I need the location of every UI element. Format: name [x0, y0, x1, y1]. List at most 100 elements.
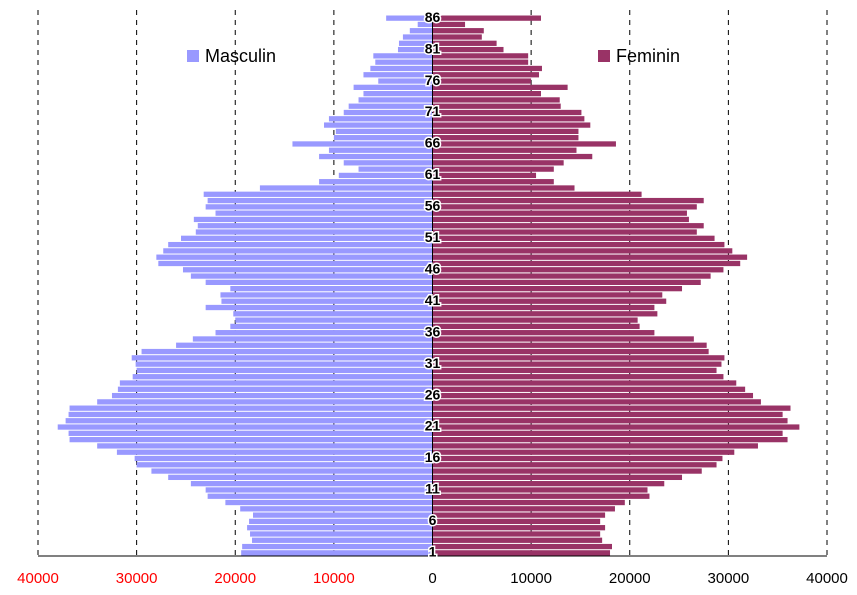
bar: [230, 323, 433, 330]
bar: [221, 298, 433, 304]
bar: [233, 311, 433, 317]
bar: [432, 15, 541, 21]
bar: [432, 185, 575, 191]
bar: [432, 348, 709, 355]
bar: [432, 399, 761, 405]
x-tick-label: 40000: [806, 570, 848, 587]
bar: [432, 273, 711, 279]
bar: [343, 160, 433, 166]
bar: [205, 279, 433, 285]
bar: [343, 109, 433, 116]
bar: [432, 355, 725, 361]
bar: [207, 493, 433, 499]
y-tick-label: 31: [425, 355, 441, 371]
bar: [241, 550, 433, 556]
bar: [151, 468, 433, 474]
bar: [432, 493, 650, 499]
legend-swatch: [187, 50, 199, 62]
bar: [432, 543, 612, 550]
bar: [190, 273, 433, 279]
bar: [432, 367, 717, 374]
bar: [417, 21, 433, 28]
bar: [432, 235, 715, 241]
bar: [319, 179, 433, 185]
bar: [432, 342, 707, 348]
bar: [168, 241, 433, 248]
bar: [432, 380, 737, 386]
bar: [432, 430, 783, 436]
x-tick-label: 40000: [17, 570, 59, 587]
bar: [432, 204, 697, 210]
x-tick-label: 10000: [313, 570, 355, 587]
bar: [432, 46, 504, 53]
bar: [432, 518, 601, 525]
bar: [432, 84, 568, 90]
bar: [242, 543, 433, 550]
bar: [97, 399, 433, 405]
x-tick-label: 0: [428, 570, 436, 587]
bar: [432, 65, 542, 72]
bar: [378, 78, 433, 84]
bar: [57, 424, 433, 430]
bar: [135, 361, 433, 367]
bar: [432, 229, 697, 235]
y-tick-label: 11: [425, 481, 440, 497]
bar: [432, 330, 655, 336]
bar: [176, 342, 433, 348]
bar: [168, 474, 433, 481]
bar: [432, 474, 683, 481]
bar: [197, 223, 433, 229]
bar: [432, 487, 648, 493]
bar: [220, 292, 433, 298]
y-tick-label: 6: [429, 512, 437, 528]
bar: [432, 405, 791, 411]
bar: [432, 153, 593, 160]
bar: [252, 537, 433, 543]
bar: [432, 128, 579, 135]
bar: [247, 525, 433, 531]
bar: [432, 103, 561, 109]
bar: [358, 97, 433, 103]
bar: [432, 21, 466, 28]
bar: [432, 462, 717, 468]
bar: [193, 216, 433, 223]
bar: [158, 260, 433, 267]
bar: [432, 267, 724, 273]
y-tick-label: 51: [425, 229, 441, 245]
bar: [432, 499, 625, 506]
x-tick-label: 20000: [214, 570, 256, 587]
x-tick-label: 20000: [609, 570, 651, 587]
bar: [68, 430, 433, 436]
bar: [181, 235, 433, 241]
bar: [163, 248, 433, 254]
bar: [348, 103, 433, 109]
bar: [215, 210, 433, 216]
bar: [253, 512, 433, 518]
x-tick-label: 10000: [510, 570, 552, 587]
bar: [432, 260, 741, 267]
y-tick-label: 1: [429, 544, 437, 560]
bar: [432, 311, 658, 317]
bar: [205, 204, 433, 210]
bar: [207, 197, 433, 204]
bar: [432, 122, 591, 128]
bar: [259, 185, 433, 191]
y-tick-label: 41: [425, 292, 441, 308]
bar: [432, 166, 554, 172]
bar: [116, 449, 433, 455]
bar: [353, 84, 433, 90]
bar: [97, 443, 433, 449]
bar: [65, 418, 433, 424]
bar: [370, 65, 433, 72]
x-tick-label: 30000: [116, 570, 158, 587]
bar: [432, 40, 497, 46]
bar: [134, 455, 433, 462]
y-tick-label: 46: [425, 260, 441, 276]
y-tick-label: 56: [425, 198, 441, 214]
bar: [432, 191, 642, 197]
bar: [432, 210, 687, 216]
bar: [432, 109, 582, 116]
bar: [432, 531, 601, 537]
legend-label: Feminin: [616, 46, 680, 66]
